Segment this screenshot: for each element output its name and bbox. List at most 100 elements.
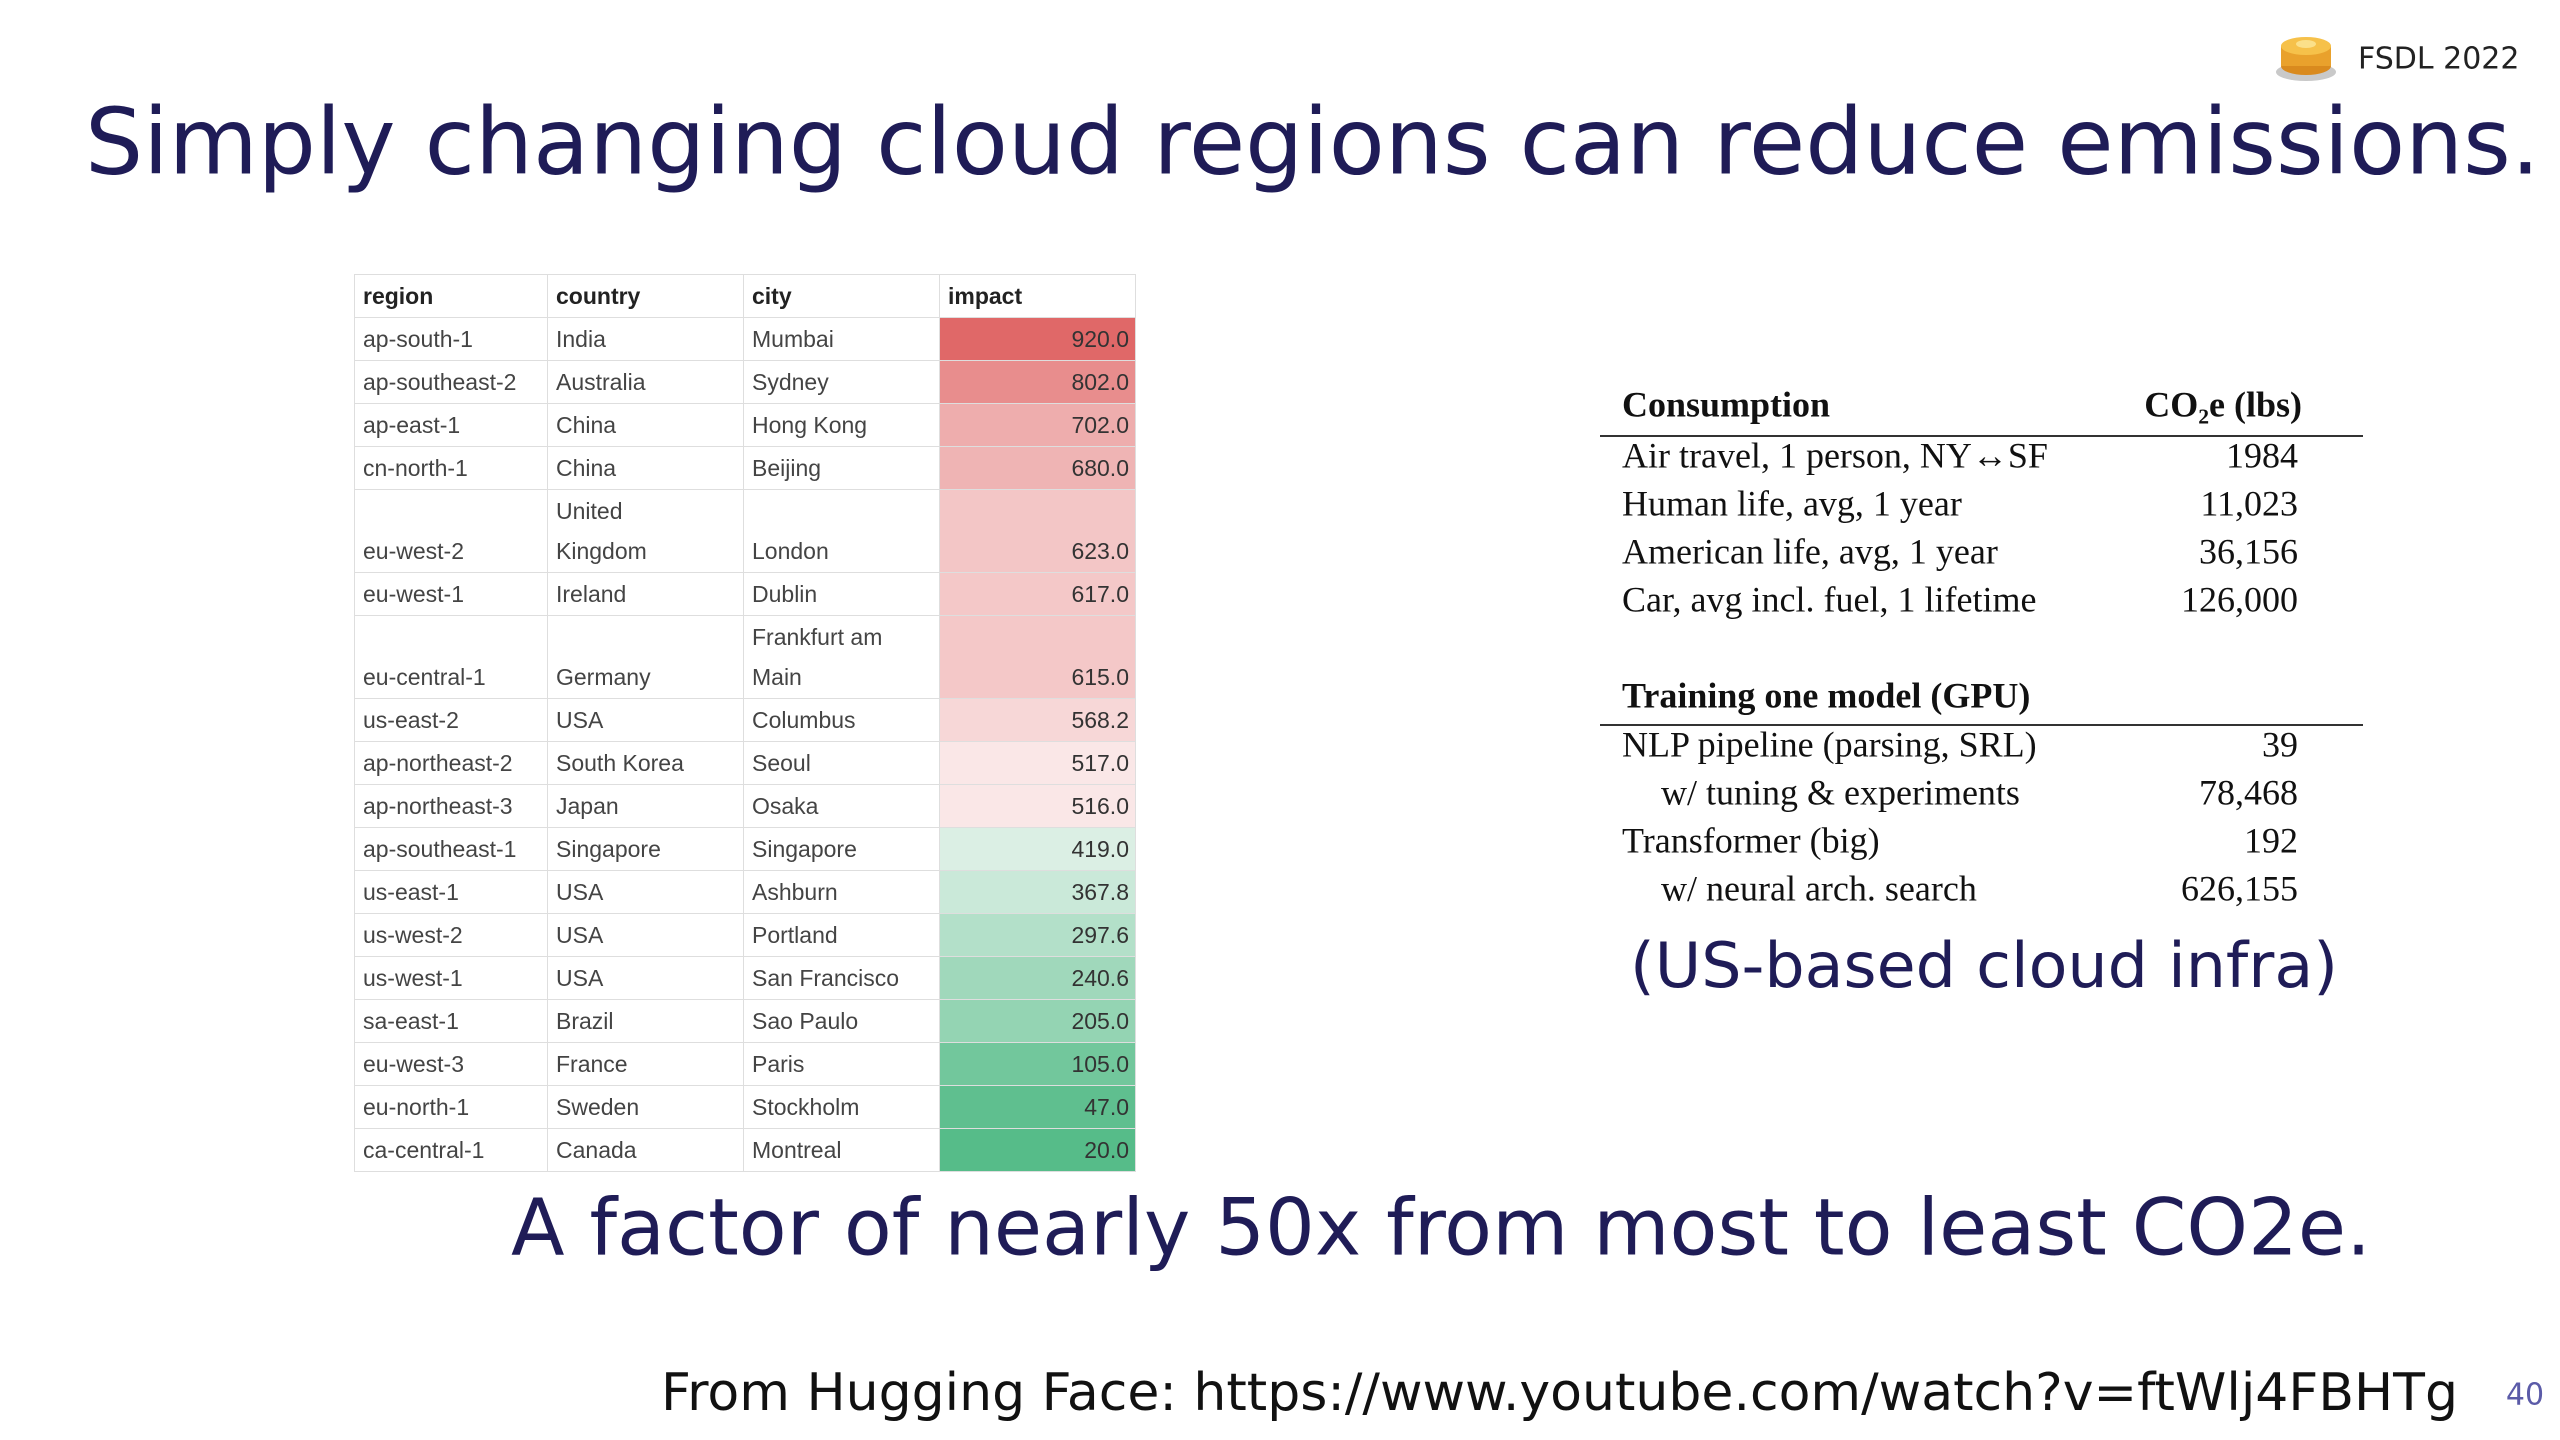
cell-impact: 367.8 [939, 870, 1136, 914]
row-label: w/ tuning & experiments [1661, 772, 2020, 812]
row-value: 126,000 [2181, 579, 2298, 619]
cell-region: ca-central-1 [354, 1128, 548, 1172]
cell-impact: 105.0 [939, 1042, 1136, 1086]
cell-country: USA [547, 913, 744, 957]
header-row: region country city impact [354, 274, 1136, 318]
cell-country: USA [547, 870, 744, 914]
cell-impact: 205.0 [939, 999, 1136, 1043]
cell-city: Seoul [743, 741, 940, 785]
cell-city: Columbus [743, 698, 940, 742]
cell-region: us-east-2 [354, 698, 548, 742]
cell-impact: 623.0 [939, 489, 1136, 573]
column-header: Consumption [1622, 384, 1830, 424]
row-label: Air travel, 1 person, NY↔SF [1622, 435, 2048, 475]
cell-impact: 802.0 [939, 360, 1136, 404]
cell-region: us-west-2 [354, 913, 548, 957]
cell-region: us-west-1 [354, 956, 548, 1000]
table-row: sa-east-1 Brazil Sao Paulo 205.0 [354, 999, 1136, 1043]
row-value: 78,468 [2199, 772, 2298, 812]
cell-country: Germany [547, 615, 744, 699]
table-row: ap-southeast-2 Australia Sydney 802.0 [354, 360, 1136, 404]
cell-city: Osaka [743, 784, 940, 828]
cell-region: eu-north-1 [354, 1085, 548, 1129]
cell-country: Australia [547, 360, 744, 404]
section-title: Training one model (GPU) [1622, 675, 2030, 715]
cell-region: cn-north-1 [354, 446, 548, 490]
cell-city: Ashburn [743, 870, 940, 914]
table-row: eu-west-2 United Kingdom London 623.0 [354, 489, 1136, 573]
cell-region: ap-south-1 [354, 317, 548, 361]
column-header: country [547, 274, 744, 318]
region-table: region country city impact ap-south-1 India M… [354, 274, 1136, 1172]
cell-country: France [547, 1042, 744, 1086]
cell-impact: 47.0 [939, 1085, 1136, 1129]
badge-text: FSDL 2022 [2358, 42, 2519, 77]
column-header: CO₂e (lbs) [2144, 384, 2302, 424]
cell-city: Sao Paulo [743, 999, 940, 1043]
column-header: city [743, 274, 940, 318]
row-label: NLP pipeline (parsing, SRL) [1622, 724, 2037, 764]
cell-impact: 568.2 [939, 698, 1136, 742]
cell-impact: 297.6 [939, 913, 1136, 957]
cell-impact: 617.0 [939, 572, 1136, 616]
note: (US-based cloud infra) [1630, 929, 2338, 1002]
cell-country: Canada [547, 1128, 744, 1172]
cell-region: eu-west-2 [354, 489, 548, 573]
cell-region: ap-northeast-3 [354, 784, 548, 828]
row-label: Transformer (big) [1622, 820, 1880, 860]
cell-impact: 680.0 [939, 446, 1136, 490]
cell-country: United Kingdom [547, 489, 744, 573]
table-row: ca-central-1 Canada Montreal 20.0 [354, 1128, 1136, 1172]
table-row: us-east-1 USA Ashburn 367.8 [354, 870, 1136, 914]
source: From Hugging Face: https://www.youtube.c… [661, 1363, 2458, 1423]
cell-country: Ireland [547, 572, 744, 616]
cell-country: Singapore [547, 827, 744, 871]
cell-country: South Korea [547, 741, 744, 785]
table-row: eu-west-1 Ireland Dublin 617.0 [354, 572, 1136, 616]
cell-city: Hong Kong [743, 403, 940, 447]
takeaway: A factor of nearly 50x from most to leas… [511, 1183, 2371, 1273]
slide-title: Simply changing cloud regions can reduce… [85, 88, 2540, 195]
table-row: ap-northeast-3 Japan Osaka 516.0 [354, 784, 1136, 828]
column-header: impact [939, 274, 1136, 318]
cell-city: Mumbai [743, 317, 940, 361]
cell-region: ap-southeast-1 [354, 827, 548, 871]
cell-region: eu-west-1 [354, 572, 548, 616]
row-label: Human life, avg, 1 year [1622, 483, 1962, 523]
cell-city: San Francisco [743, 956, 940, 1000]
cell-city: Paris [743, 1042, 940, 1086]
table-row: us-west-1 USA San Francisco 240.6 [354, 956, 1136, 1000]
page-number: 40 [2506, 1378, 2544, 1413]
row-value: 1984 [2226, 435, 2298, 475]
cell-city: Sydney [743, 360, 940, 404]
table-row: eu-central-1 Germany Frankfurt am Main 615.… [354, 615, 1136, 699]
row-label: Car, avg incl. fuel, 1 lifetime [1622, 579, 2036, 619]
cell-region: ap-east-1 [354, 403, 548, 447]
cell-country: USA [547, 698, 744, 742]
cell-country: Sweden [547, 1085, 744, 1129]
badge-icon [2276, 37, 2336, 81]
cell-country: Brazil [547, 999, 744, 1043]
cell-city: Beijing [743, 446, 940, 490]
table-row: us-east-2 USA Columbus 568.2 [354, 698, 1136, 742]
cell-city: Montreal [743, 1128, 940, 1172]
cell-city: Frankfurt am Main [743, 615, 940, 699]
cell-city: Portland [743, 913, 940, 957]
cell-region: ap-northeast-2 [354, 741, 548, 785]
cell-country: Japan [547, 784, 744, 828]
cell-impact: 702.0 [939, 403, 1136, 447]
row-value: 11,023 [2200, 483, 2298, 523]
cell-impact: 920.0 [939, 317, 1136, 361]
cell-city: London [743, 489, 940, 573]
cell-region: us-east-1 [354, 870, 548, 914]
cell-region: sa-east-1 [354, 999, 548, 1043]
table-row: ap-northeast-2 South Korea Seoul 517.0 [354, 741, 1136, 785]
row-value: 39 [2262, 724, 2298, 764]
cell-country: USA [547, 956, 744, 1000]
cell-region: eu-west-3 [354, 1042, 548, 1086]
row-label: American life, avg, 1 year [1622, 531, 1998, 571]
cell-impact: 20.0 [939, 1128, 1136, 1172]
table-row: us-west-2 USA Portland 297.6 [354, 913, 1136, 957]
